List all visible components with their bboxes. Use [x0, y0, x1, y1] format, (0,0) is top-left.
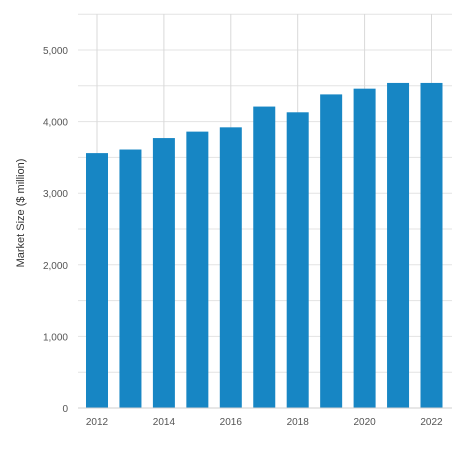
- bars: [86, 82, 443, 409]
- x-tick-label: 2016: [220, 417, 243, 428]
- bar: [219, 127, 242, 408]
- bar: [420, 82, 443, 408]
- y-tick-label: 5,000: [43, 46, 68, 57]
- bar: [119, 149, 142, 409]
- bar: [152, 138, 175, 408]
- x-tick-label: 2014: [153, 417, 176, 428]
- y-tick-label: 0: [62, 404, 68, 415]
- y-tick-label: 3,000: [43, 189, 68, 200]
- bar: [353, 88, 376, 408]
- y-axis-label: Market Size ($ million): [15, 159, 27, 268]
- bar: [286, 112, 309, 409]
- bar: [253, 106, 276, 409]
- bar: [387, 82, 410, 408]
- y-tick-label: 1,000: [43, 332, 68, 343]
- bar: [186, 131, 209, 408]
- tick-labels: 0 1,000 2,000 3,000 4,000 5,000 2012 2014 2016 20…: [43, 46, 443, 428]
- x-tick-label: 2020: [353, 417, 376, 428]
- y-tick-label: 2,000: [43, 261, 68, 272]
- x-tick-label: 2022: [420, 417, 443, 428]
- bar: [320, 94, 343, 408]
- x-tick-label: 2012: [86, 417, 109, 428]
- x-tick-label: 2018: [287, 417, 310, 428]
- y-tick-label: 4,000: [43, 118, 68, 129]
- bar: [86, 153, 108, 408]
